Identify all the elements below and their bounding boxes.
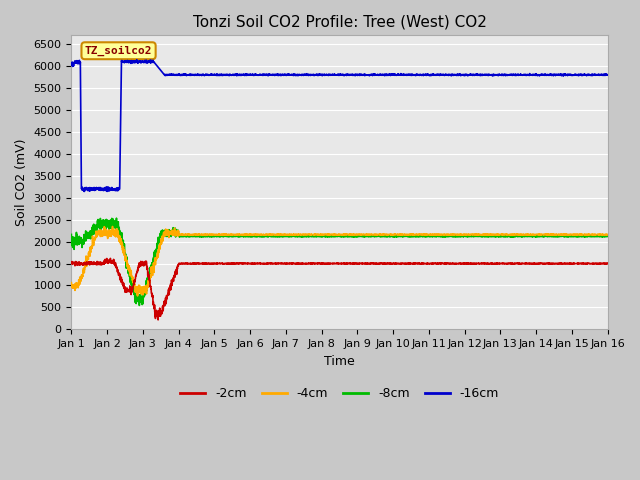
Legend: -2cm, -4cm, -8cm, -16cm: -2cm, -4cm, -8cm, -16cm	[175, 383, 504, 406]
Title: Tonzi Soil CO2 Profile: Tree (West) CO2: Tonzi Soil CO2 Profile: Tree (West) CO2	[193, 15, 486, 30]
Y-axis label: Soil CO2 (mV): Soil CO2 (mV)	[15, 139, 28, 226]
Text: TZ_soilco2: TZ_soilco2	[85, 46, 152, 56]
X-axis label: Time: Time	[324, 355, 355, 368]
